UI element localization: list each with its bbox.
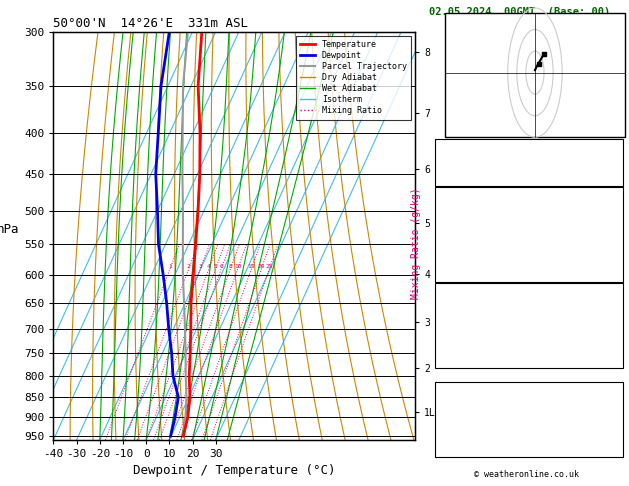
Text: Surface: Surface [509,190,549,198]
Text: © weatheronline.co.uk: © weatheronline.co.uk [474,469,579,479]
Text: θᵉ (K): θᵉ (K) [443,314,474,323]
Text: kt: kt [449,18,460,27]
FancyBboxPatch shape [435,382,623,457]
Text: Hodograph: Hodograph [503,384,555,394]
Text: StmDir: StmDir [443,430,474,439]
Text: Lifted Index: Lifted Index [443,328,506,337]
Text: 6: 6 [220,264,223,269]
Text: 0: 0 [610,257,615,266]
Text: 100: 100 [599,415,615,424]
Text: 315: 315 [599,314,615,323]
Text: PW (cm): PW (cm) [443,174,480,182]
FancyBboxPatch shape [435,187,623,282]
Text: 1.88: 1.88 [594,174,615,182]
Text: StmSpd (kt): StmSpd (kt) [443,445,501,454]
Text: 3: 3 [198,264,202,269]
Text: 50°00'N  14°26'E  331m ASL: 50°00'N 14°26'E 331m ASL [53,17,248,31]
Text: Dewp (°C): Dewp (°C) [443,216,490,226]
Text: 22: 22 [604,143,615,152]
Text: 15: 15 [248,264,255,269]
Text: 9.8: 9.8 [599,216,615,226]
Text: 20: 20 [258,264,265,269]
Text: 196°: 196° [594,430,615,439]
Text: Totals Totals: Totals Totals [443,158,511,167]
Text: 314: 314 [599,230,615,239]
Text: 5: 5 [214,264,218,269]
Text: 0: 0 [610,342,615,351]
Text: 1: 1 [168,264,172,269]
Y-axis label: km
ASL: km ASL [465,236,486,257]
Text: Most Unstable: Most Unstable [491,285,566,295]
Text: CAPE (J): CAPE (J) [443,257,485,266]
Text: 16: 16 [604,445,615,454]
Text: Mixing Ratio (g/kg): Mixing Ratio (g/kg) [411,187,421,299]
Text: 25: 25 [265,264,273,269]
Text: 0: 0 [610,271,615,279]
FancyBboxPatch shape [445,13,625,137]
Text: 02.05.2024  00GMT  (Base: 00): 02.05.2024 00GMT (Base: 00) [429,7,610,17]
Text: K: K [443,143,448,152]
Text: Pressure (mb): Pressure (mb) [443,299,511,309]
FancyBboxPatch shape [435,139,623,186]
Text: CAPE (J): CAPE (J) [443,342,485,351]
Text: 15.3: 15.3 [594,203,615,212]
Text: 101: 101 [599,399,615,409]
Text: 8: 8 [228,264,232,269]
Text: 2: 2 [187,264,191,269]
Text: SREH: SREH [443,415,464,424]
Text: Temp (°C): Temp (°C) [443,203,490,212]
Legend: Temperature, Dewpoint, Parcel Trajectory, Dry Adiabat, Wet Adiabat, Isotherm, Mi: Temperature, Dewpoint, Parcel Trajectory… [296,36,411,120]
Text: 0: 0 [610,356,615,365]
Text: 850: 850 [599,299,615,309]
X-axis label: Dewpoint / Temperature (°C): Dewpoint / Temperature (°C) [133,465,335,477]
Text: EH: EH [443,399,454,409]
Text: 10: 10 [234,264,242,269]
Text: θᵉ(K): θᵉ(K) [443,230,469,239]
Text: Lifted Index: Lifted Index [443,243,506,253]
Text: 3: 3 [610,243,615,253]
Y-axis label: hPa: hPa [0,223,19,236]
FancyBboxPatch shape [435,283,623,368]
Text: 4: 4 [207,264,211,269]
Text: 47: 47 [604,158,615,167]
Text: 3: 3 [610,328,615,337]
Text: CIN (J): CIN (J) [443,356,480,365]
Text: CIN (J): CIN (J) [443,271,480,279]
